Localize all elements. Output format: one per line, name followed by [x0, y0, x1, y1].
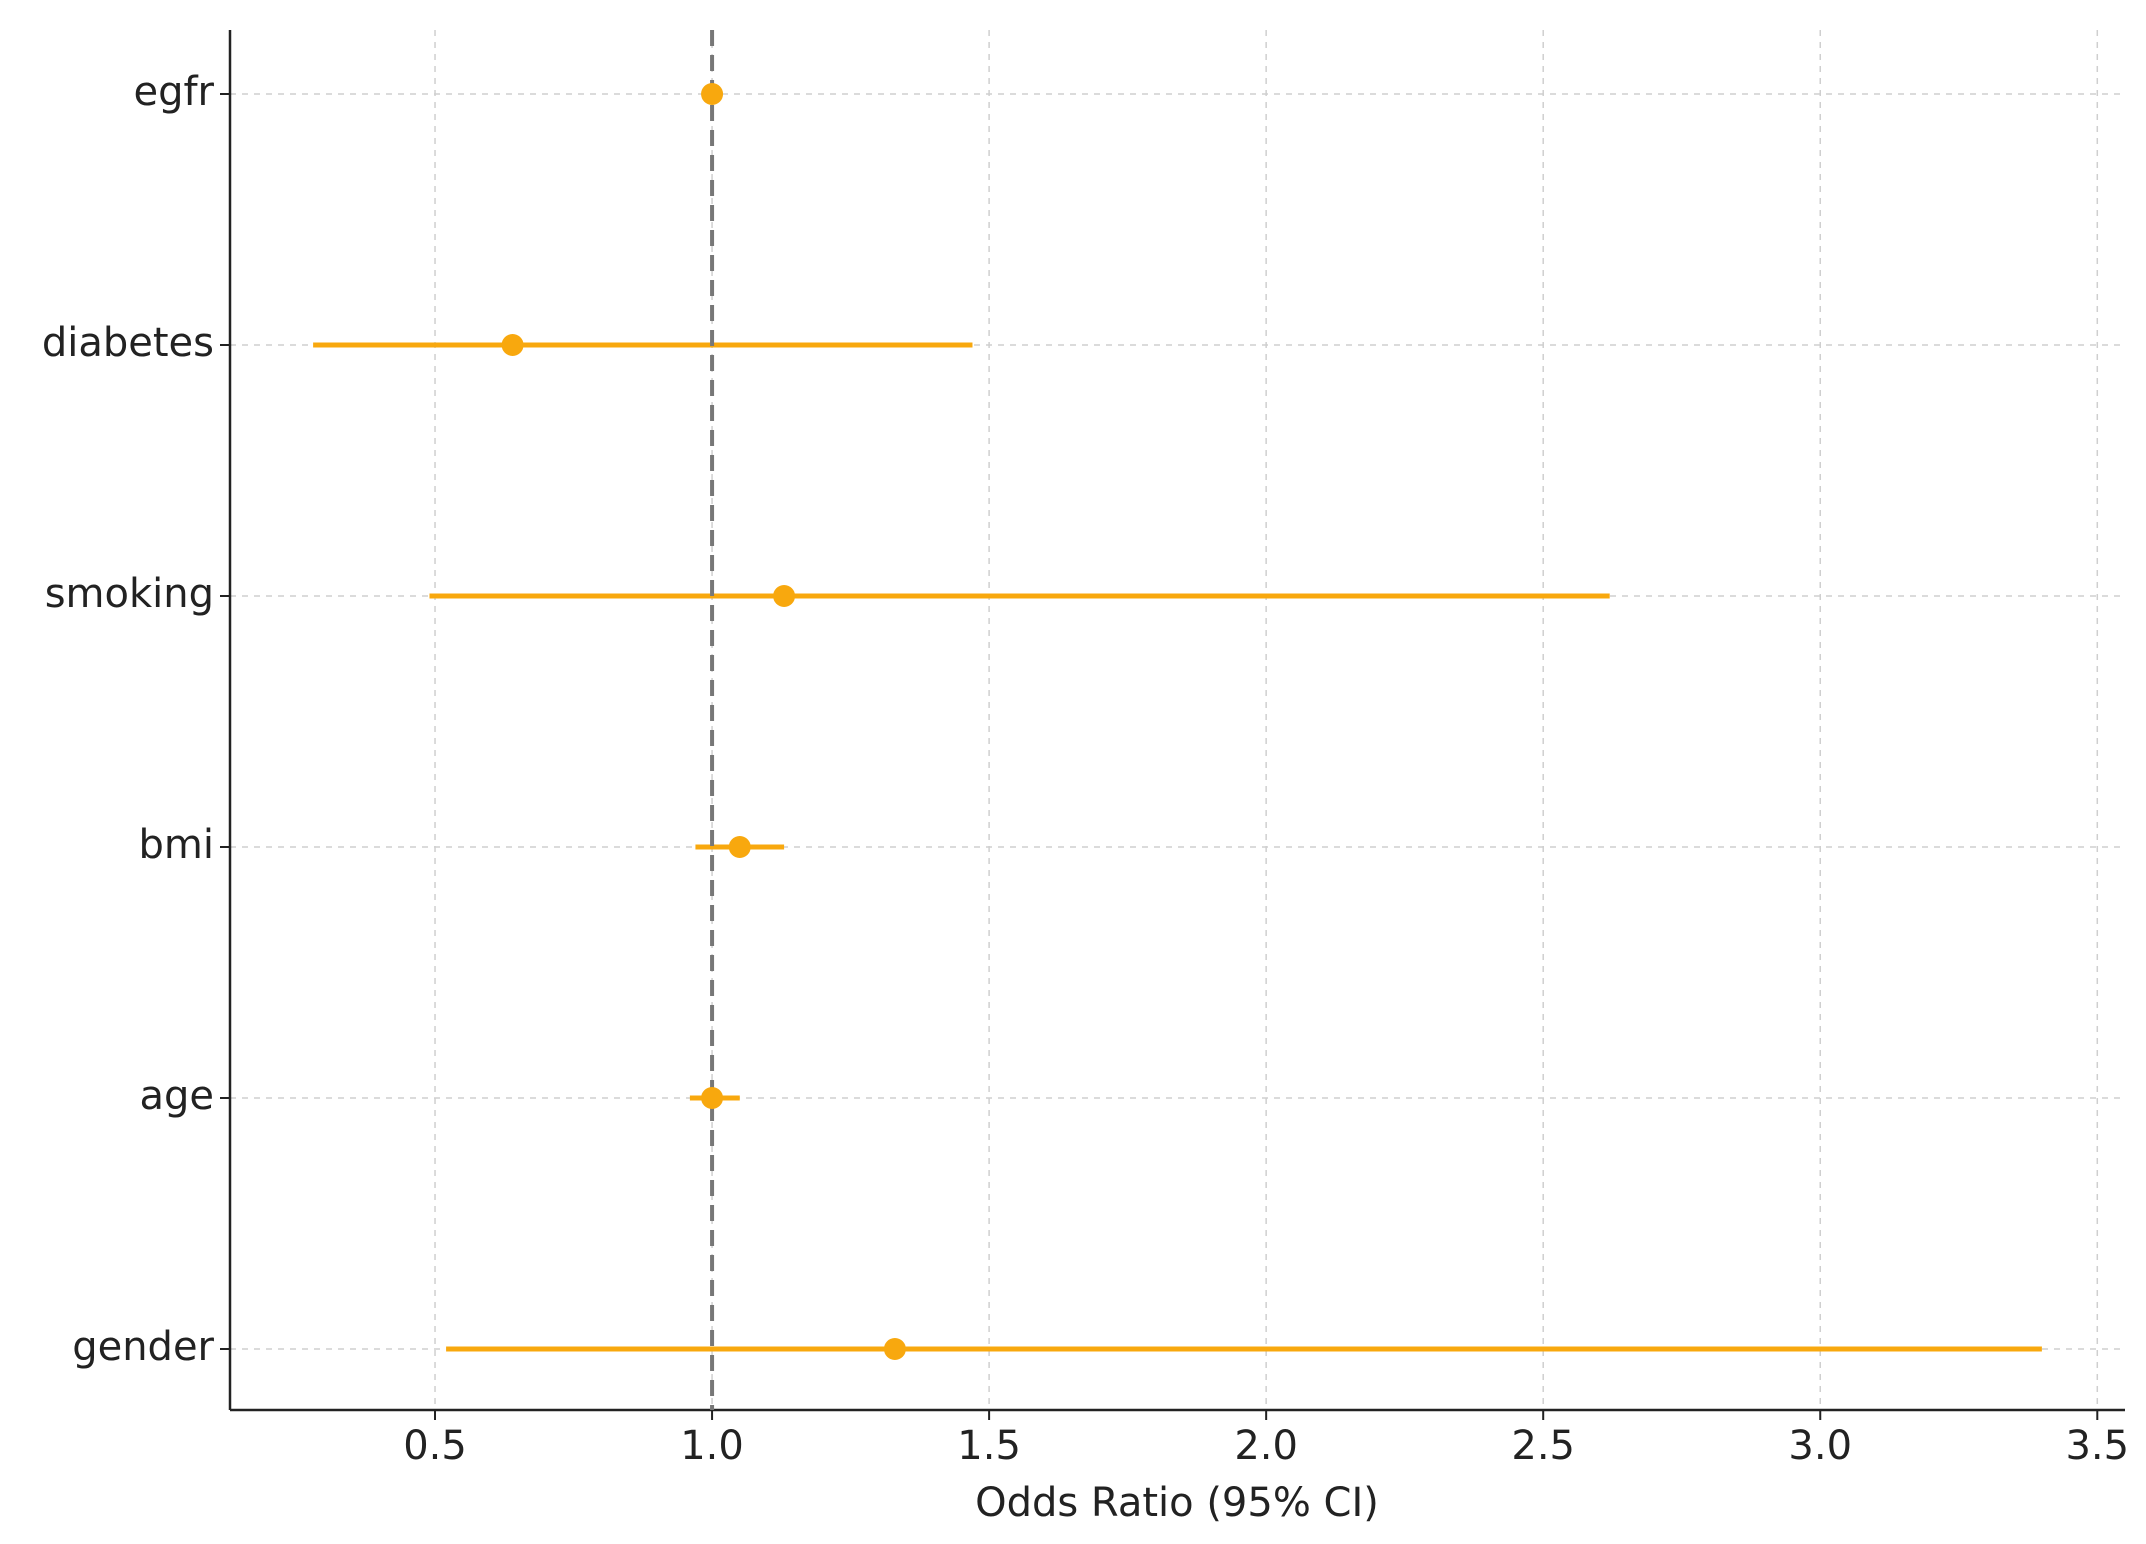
point [501, 334, 524, 356]
x-tick-label: 3.0 [1788, 1423, 1852, 1469]
x-tick-label: 1.0 [680, 1423, 744, 1469]
x-tick-label: 3.5 [2065, 1423, 2129, 1469]
point [701, 1087, 724, 1109]
point [728, 836, 751, 858]
x-tick-label: 2.0 [1234, 1423, 1298, 1469]
point [701, 83, 724, 105]
x-axis-label: Odds Ratio (95% CI) [975, 1480, 1379, 1526]
point [773, 585, 796, 607]
y-tick-label: egfr [133, 69, 214, 115]
point [883, 1338, 906, 1360]
y-tick-label: diabetes [42, 320, 214, 366]
y-tick-label: smoking [45, 571, 214, 617]
y-tick-label: gender [72, 1324, 214, 1370]
x-tick-label: 2.5 [1511, 1423, 1575, 1469]
x-tick-label: 0.5 [403, 1423, 467, 1469]
y-tick-label: bmi [139, 822, 214, 868]
x-tick-label: 1.5 [957, 1423, 1021, 1469]
y-tick-label: age [139, 1073, 214, 1119]
